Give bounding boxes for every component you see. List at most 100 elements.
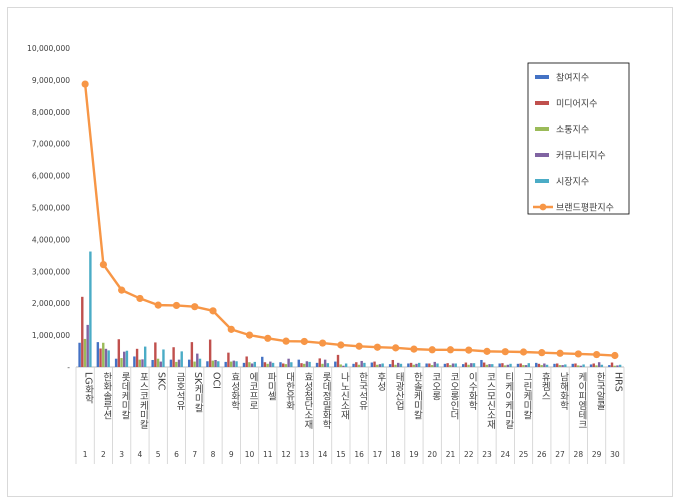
bar (120, 358, 123, 367)
bar (592, 363, 595, 367)
x-category-label: 후성 (375, 372, 386, 391)
x-rank-label: 24 (500, 450, 510, 459)
y-tick-label: 10,000,000 (27, 44, 70, 53)
x-rank-label: 22 (464, 450, 474, 459)
bar (553, 363, 556, 367)
x-rank-label: 2 (101, 450, 106, 459)
bar (446, 363, 449, 367)
x-rank-label: 21 (446, 450, 456, 459)
line-point (337, 341, 345, 349)
bar (509, 363, 512, 367)
bar (589, 364, 593, 367)
y-tick-label: - (67, 363, 70, 372)
brand-reputation-chart: - 1,000,000 2,000,000 3,000,000 4,000,000 5,0… (27, 44, 630, 464)
bar (399, 363, 403, 367)
axes: - 1,000,000 2,000,000 3,000,000 4,000,000 5,0… (27, 44, 625, 464)
bar (433, 361, 436, 367)
bar (537, 363, 541, 367)
bar (175, 361, 178, 367)
bar (282, 363, 285, 367)
x-category-label: 그린케미칼 (521, 372, 532, 420)
bar (564, 364, 567, 367)
bar (342, 365, 345, 367)
x-category-label: LG화학 (83, 372, 94, 405)
line-point (519, 348, 528, 356)
bar (232, 360, 236, 367)
y-tick-label: 9,000,000 (32, 76, 70, 85)
legend-label: 커뮤니티지수 (556, 151, 606, 162)
x-rank-label: 25 (519, 450, 529, 459)
bar (81, 296, 84, 367)
bar (540, 365, 543, 367)
bar (373, 361, 376, 367)
bar (344, 363, 348, 367)
bar (391, 359, 395, 367)
bar (600, 364, 604, 367)
x-labels: LG화학 1 한화솔루션 2 롯데케미칼 3 포스코케미칼 4 SKC 5 금호석유 6 SK케미칼 7 O… (83, 372, 624, 459)
x-category-label: 한화솔루션 (101, 372, 112, 420)
x-category-label: 한국석유 (357, 372, 368, 411)
legend-swatch (535, 75, 549, 79)
x-category-label: 티케이케미칼 (503, 372, 514, 429)
bar (339, 364, 342, 367)
bar (597, 362, 601, 367)
bar (543, 363, 546, 367)
x-category-label: 파미셀 (265, 372, 276, 401)
bar (545, 364, 549, 367)
bar (300, 363, 303, 367)
bars (78, 251, 622, 367)
bar (102, 342, 105, 367)
bar (522, 365, 525, 367)
bar (269, 361, 272, 367)
bar (279, 362, 282, 367)
bar (506, 364, 510, 367)
line-point (501, 348, 509, 356)
bar (613, 365, 616, 367)
bar (143, 346, 147, 367)
bar (117, 339, 121, 367)
bar (99, 348, 102, 367)
bar (318, 358, 321, 367)
bar (196, 353, 199, 367)
bar (381, 363, 384, 367)
line-point (118, 286, 126, 294)
x-rank-label: 20 (427, 450, 437, 459)
bar (360, 360, 363, 367)
bar (556, 363, 559, 367)
bar (503, 365, 507, 367)
x-rank-label: 11 (263, 450, 273, 459)
legend-label: 미디어지수 (556, 99, 597, 110)
bar (177, 359, 181, 367)
bar (376, 364, 379, 367)
line-point (227, 325, 235, 333)
legend-swatch (539, 203, 547, 211)
y-tick-label: 1,000,000 (32, 331, 70, 340)
legend-label: 참여지수 (556, 72, 589, 84)
x-rank-label: 26 (537, 450, 547, 459)
x-category-label: 케이피엠테크 (576, 372, 587, 429)
bar (370, 362, 374, 367)
bar (482, 362, 486, 367)
bar (180, 351, 183, 367)
bar (125, 350, 129, 367)
y-tick-label: 2,000,000 (32, 299, 70, 308)
bar (616, 365, 619, 367)
bar (355, 362, 358, 367)
bar (187, 359, 191, 367)
line-point (136, 294, 144, 303)
bar (461, 364, 465, 367)
bar (407, 363, 410, 367)
x-rank-label: 6 (174, 450, 179, 459)
bar (498, 363, 501, 367)
x-category-label: 코오롱인더 (448, 372, 459, 420)
x-rank-label: 27 (555, 450, 565, 459)
bar (290, 362, 293, 367)
x-category-label: 대한유화 (284, 372, 295, 411)
bar (78, 342, 81, 367)
bar (417, 362, 421, 367)
bar (263, 362, 267, 367)
legend-swatch (535, 127, 549, 131)
y-tick-label: 3,000,000 (32, 267, 70, 276)
bar (227, 352, 230, 367)
